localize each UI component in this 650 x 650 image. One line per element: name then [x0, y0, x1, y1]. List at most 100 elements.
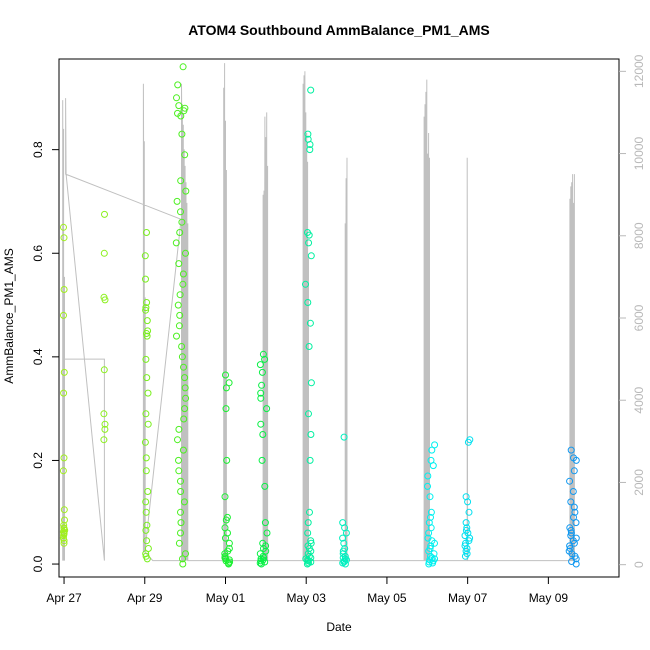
data-point	[339, 534, 347, 542]
data-point	[567, 446, 575, 454]
data-point	[340, 539, 348, 547]
x-axis: Apr 27 Apr 29 May 01 May 03 May 05 May 07 May …	[46, 576, 569, 605]
data-point	[258, 368, 266, 376]
data-point	[179, 555, 186, 563]
data-point	[142, 498, 150, 506]
data-point	[570, 513, 577, 521]
data-point	[222, 555, 230, 563]
data-point	[179, 280, 187, 288]
data-point	[223, 456, 231, 464]
data-point	[306, 456, 314, 464]
data-point	[180, 498, 188, 506]
data-point	[256, 361, 264, 369]
scatter-points	[59, 63, 580, 568]
data-point	[570, 454, 577, 462]
data-point	[59, 528, 67, 536]
data-point	[178, 130, 186, 138]
data-point	[305, 239, 313, 247]
data-point	[569, 488, 577, 495]
data-point	[177, 529, 184, 537]
data-point	[426, 556, 434, 564]
data-point	[101, 210, 108, 218]
data-point	[304, 135, 312, 143]
data-point	[307, 431, 315, 438]
data-point	[304, 519, 312, 527]
data-point	[178, 353, 186, 361]
data-point	[462, 493, 470, 501]
data-point	[178, 218, 186, 226]
data-point	[304, 299, 312, 306]
data-point	[143, 317, 151, 325]
y2-tick-label: 8000	[632, 222, 646, 249]
data-point	[144, 545, 152, 552]
data-point	[60, 223, 67, 231]
data-point	[302, 280, 309, 288]
data-point	[424, 482, 431, 490]
data-point	[258, 381, 266, 389]
data-point	[141, 438, 149, 446]
data-point	[143, 332, 151, 340]
data-point	[257, 394, 265, 402]
data-point	[175, 322, 183, 330]
data-point	[222, 405, 230, 413]
data-point	[176, 229, 184, 236]
data-point	[181, 104, 189, 112]
data-point	[221, 524, 229, 532]
data-point	[174, 109, 181, 117]
y-tick-label: 0.2	[31, 452, 45, 469]
data-point	[172, 239, 180, 247]
data-point	[60, 234, 68, 242]
data-point	[173, 94, 180, 102]
data-point	[177, 177, 185, 185]
data-point	[100, 293, 108, 301]
data-point	[174, 301, 182, 309]
data-point	[570, 503, 578, 511]
data-point	[144, 420, 152, 428]
data-point	[177, 519, 185, 527]
line-series	[62, 63, 575, 562]
y2-tick-label: 2000	[632, 469, 646, 496]
data-point	[425, 519, 433, 527]
data-point	[144, 488, 152, 495]
data-point	[176, 291, 184, 299]
data-point	[60, 311, 67, 319]
data-point	[100, 249, 108, 257]
data-point	[175, 456, 182, 464]
data-point	[462, 526, 470, 534]
data-point	[259, 431, 267, 438]
data-point	[100, 436, 108, 444]
data-point	[179, 446, 187, 454]
x-axis-label: Date	[326, 620, 352, 634]
data-point	[306, 508, 313, 516]
data-point	[566, 524, 574, 532]
data-point	[566, 545, 574, 552]
data-point	[461, 542, 469, 550]
data-point	[426, 545, 434, 552]
x-tick-label: Apr 27	[46, 591, 82, 605]
data-point	[182, 249, 189, 257]
data-point	[142, 467, 150, 475]
x-tick-label: May 07	[448, 591, 488, 605]
data-point	[261, 482, 269, 490]
data-point	[175, 539, 183, 547]
data-point	[306, 319, 314, 327]
data-point	[60, 506, 68, 514]
data-point	[258, 456, 266, 464]
data-point	[143, 521, 151, 529]
y-tick-label: 0.8	[31, 141, 45, 158]
data-point	[142, 304, 150, 312]
data-point	[257, 389, 265, 397]
data-point	[142, 552, 150, 560]
data-point	[175, 102, 183, 110]
data-point	[141, 252, 149, 260]
data-point	[305, 410, 312, 418]
data-point	[175, 467, 183, 475]
y2-tick-label: 10000	[632, 137, 646, 171]
data-point	[572, 534, 580, 542]
series-line	[62, 63, 575, 562]
data-point	[567, 498, 575, 506]
data-point	[60, 539, 68, 547]
data-point	[175, 260, 183, 268]
x-tick-label: May 09	[529, 591, 569, 605]
data-point	[307, 252, 315, 260]
